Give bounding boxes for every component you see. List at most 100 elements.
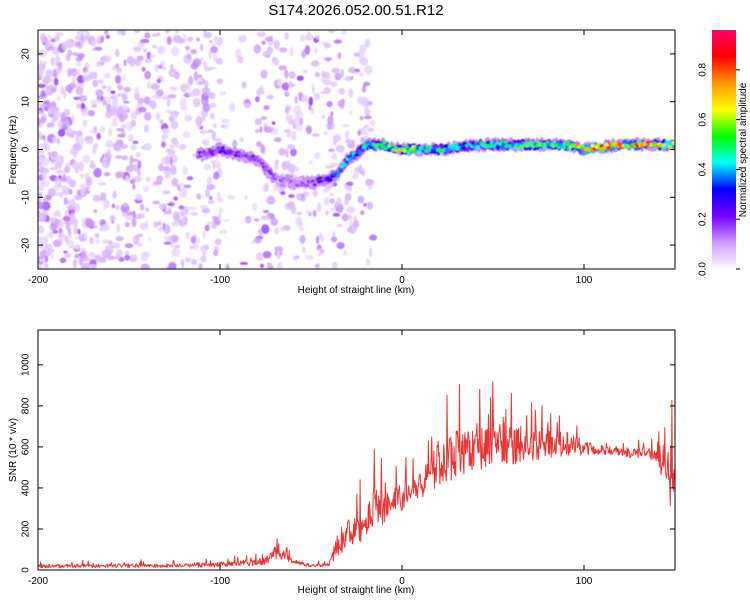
spectrogram-cell [369,234,378,241]
spectrogram-cell [40,134,46,141]
spectrogram-cell [348,139,356,145]
spectrogram-cell [179,143,187,150]
spectrogram-cell [181,215,185,224]
spectrogram-cell [325,165,334,169]
spectrogram-cell [412,149,418,153]
spectrogram-cell [366,201,374,210]
spectrogram-cell [202,230,206,239]
spectrogram-cell [302,246,306,253]
spectrogram-cell [71,76,76,84]
spectrogram-cell [186,176,194,181]
spectrogram-cell [248,157,253,162]
spectrogram-cell [323,79,332,86]
spectrogram-cell [289,46,294,57]
spectrogram-cell [667,145,673,150]
spectrogram-cell [203,30,207,34]
spectrogram-cell [196,74,203,79]
spectrogram-cell [65,38,74,49]
spectrogram-cell [165,148,173,153]
spectrogram-cell [369,247,373,258]
spectrogram-cell [38,83,46,88]
spectrogram-cell [79,95,87,102]
spectrogram-cell [288,83,296,87]
snr-y-axis-label: SNR (10 * v/v) [8,418,19,482]
spectrogram-cell [314,263,320,269]
spectrogram-cell [170,156,173,166]
spectrogram-cell [344,160,349,164]
spectrogram-cell [299,183,304,187]
spectrogram-cell [105,139,114,148]
spectrogram-cell [63,250,68,254]
spectrogram-cell [340,69,345,78]
spectrogram-cell [95,89,104,98]
spectrogram-cell [364,65,373,75]
spectrogram-cell [137,170,142,177]
spectrogram-cell [174,30,179,35]
spectrogram-cell [179,188,188,198]
spectrogram-cell [93,209,98,214]
spectrogram-cell [161,141,166,148]
spectrogram-cell [58,232,65,239]
spectrogram-cell [93,167,102,178]
spectrogram-cell [263,126,273,133]
spectrogram-cell [256,141,262,147]
spectrogram-cell [50,250,54,260]
spectrogram-cell [132,234,140,245]
spectrogram-cell [273,137,282,143]
spectrogram-cell [80,34,84,42]
spectrogram-cell [315,35,320,40]
spectrogram-y-tick-label: -20 [21,237,32,252]
spectrogram-cell [61,186,71,196]
spectrogram-cell [38,71,43,79]
spectrogram-cell [217,198,224,203]
spectrogram-cell [117,84,123,91]
spectrogram-cell [214,138,222,142]
spectrogram-cell [209,112,215,120]
spectrogram-cell [209,102,217,108]
spectrogram-cell [144,220,149,230]
spectrogram-cell [180,258,185,268]
spectrogram-cell [145,207,149,212]
spectrogram-cell [323,131,328,135]
spectrogram-cell [58,175,62,179]
spectrogram-cell [117,30,123,35]
spectrogram-cell [328,178,333,182]
spectrogram-cell [349,110,353,115]
spectrogram-cell [156,175,164,183]
spectrogram-cell [136,233,143,237]
spectrogram-cell [71,52,79,57]
spectrogram-cell [283,82,290,91]
spectrogram-cell [207,200,215,205]
spectrogram-cell [299,235,306,244]
spectrogram-cell [344,184,350,191]
spectrogram-cell [121,109,128,115]
spectrogram-cell [382,140,387,144]
spectrogram-cell [65,175,72,184]
spectrogram-cell [306,31,311,38]
spectrogram-cell [218,229,228,235]
spectrogram-cell [98,196,107,202]
colorbar-tick-label: 0.4 [698,162,709,176]
spectrogram-cell [565,140,571,145]
spectrogram-cell [109,215,117,222]
spectrogram-cell [337,223,343,228]
spectrogram-cell [254,118,262,126]
spectrogram-cell [173,214,181,222]
spectrogram-cell [356,95,364,105]
spectrogram-y-axis-label: Frequency (Hz) [8,116,19,185]
spectrogram-cell [322,188,329,194]
spectrogram-cell [253,218,260,222]
spectrogram-cell [89,163,97,169]
spectrogram-cell [38,103,48,108]
spectrogram-cell [238,35,247,43]
spectrogram-cell [335,145,345,153]
spectrogram-cell [63,89,67,99]
spectrogram-cell [54,161,63,169]
spectrogram-cell [171,177,179,187]
spectrogram-cell [78,256,84,266]
spectrogram-cell [173,244,181,249]
spectrogram-cell [340,30,347,35]
spectrogram-cell [362,84,366,93]
spectrogram-cell [359,43,367,54]
spectrogram-cell [152,200,161,205]
